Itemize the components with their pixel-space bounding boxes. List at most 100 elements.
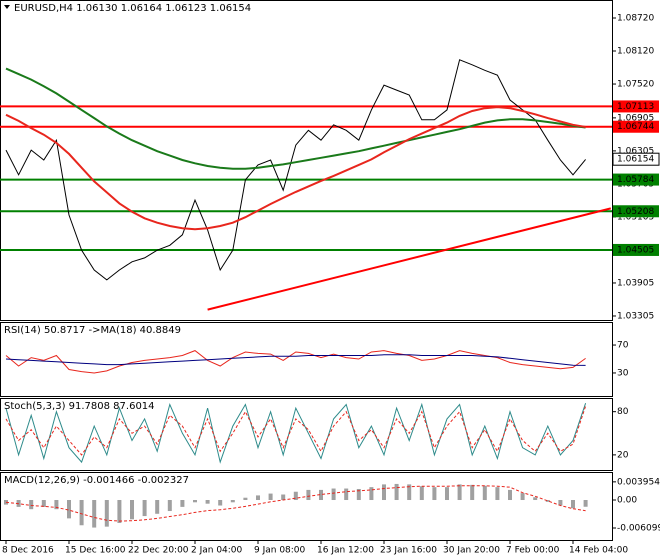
y-tick-label: 30 [617,368,629,378]
last-price-label: 1.06154 [617,155,654,165]
x-tick-label: 7 Feb 00:00 [506,546,560,556]
level-label: 1.04505 [617,245,654,255]
histogram-bar [419,486,424,501]
x-tick-label: 22 Dec 20:00 [128,546,189,556]
histogram-bar [167,500,172,512]
histogram-bar [520,493,525,501]
y-tick-label: 1.07520 [617,80,654,90]
series-line [5,67,586,170]
histogram-bar [319,489,323,501]
histogram-bar [356,488,361,501]
histogram-bar [268,493,273,501]
series-line [5,106,586,231]
panel-title: RSI(14) 50.8717 ->MA(18) 40.8849 [4,325,181,336]
y-tick-label: 1.03905 [617,278,654,288]
histogram-bar [583,500,588,507]
histogram-bar [571,500,575,509]
x-tick-label: 8 Dec 2016 [2,546,54,556]
series-line [5,354,586,366]
x-tick-label: 9 Jan 08:00 [254,546,306,556]
level-label: 1.05784 [617,175,654,185]
series-line [5,485,586,522]
histogram-bar [230,500,235,503]
level-box [613,205,659,218]
histogram-bar [117,500,122,523]
y-tick-label: 20 [617,450,629,460]
level-label: 1.05208 [617,207,654,217]
histogram-bar [205,500,210,504]
y-tick-label: 1.08720 [617,13,654,23]
histogram-bar [558,500,563,506]
x-tick-label: 2 Jan 04:00 [191,546,243,556]
histogram-bar [41,500,46,507]
histogram-bar [545,500,550,502]
histogram-bar [508,489,512,501]
x-tick-label: 23 Jan 16:00 [380,546,437,556]
level-label: 1.06744 [617,122,654,132]
x-tick-label: 16 Jan 12:00 [317,546,374,556]
level-box [613,243,659,256]
histogram-bar [281,494,286,501]
histogram-bar [482,485,487,501]
panel-title: MACD(12,26,9) -0.001466 -0.002327 [4,475,189,486]
y-tick-label: 1.03305 [617,311,654,321]
histogram-bar [29,500,34,510]
panel-frame [0,472,613,541]
histogram-bar [432,487,437,501]
series-line [5,59,586,281]
histogram-bar [130,500,134,520]
series-line [5,406,587,456]
level-box [613,173,659,186]
symbol-icon [4,5,10,9]
histogram-bar [256,495,260,501]
histogram-bar [218,500,223,506]
histogram-bar [54,500,59,510]
histogram-bar [331,488,336,501]
y-tick-label: 1.06905 [617,113,654,123]
histogram-bar [79,500,84,526]
histogram-bar [142,500,147,517]
y-tick-label: 0.00 [617,496,637,506]
histogram-bar [495,487,500,501]
x-tick-label: 15 Dec 16:00 [65,546,126,556]
histogram-bar [533,497,538,501]
histogram-bar [344,488,349,501]
y-tick-label: 1.06305 [617,146,654,156]
level-box [613,120,659,133]
histogram-bar [104,500,109,527]
histogram-bar [180,500,185,507]
histogram-bar [369,487,374,501]
histogram-bar [407,484,412,501]
histogram-bar [293,491,298,501]
histogram-bar [470,484,475,501]
last-price-box [612,152,660,166]
histogram-bar [67,500,71,519]
panel-frame [0,398,613,471]
level-label: 1.07113 [617,102,654,112]
panel-title: Stoch(5,3,3) 91.7808 87.6014 [4,401,155,412]
y-tick-label: 80 [617,407,629,417]
panel-frame [0,322,613,397]
histogram-bar [445,487,449,501]
y-tick-label: 0.003954 [617,477,660,487]
y-tick-label: 70 [617,341,629,351]
trendline [207,207,612,311]
histogram-bar [193,500,197,503]
x-tick-label: 14 Feb 04:00 [569,546,628,556]
panel-title: EURUSD,H4 1.06130 1.06164 1.06123 1.0615… [14,3,251,14]
y-tick-label: 1.08120 [617,47,654,57]
histogram-bar [394,483,399,501]
histogram-bar [382,484,386,501]
histogram-bar [243,497,248,501]
histogram-bar [457,484,462,501]
y-tick-label: -0.006099 [617,524,660,534]
histogram-bar [155,500,160,514]
histogram-bar [92,500,97,528]
level-box [613,100,659,113]
y-tick-label: 1.05105 [617,212,654,222]
histogram-bar [306,489,311,501]
x-tick-label: 30 Jan 20:00 [443,546,500,556]
